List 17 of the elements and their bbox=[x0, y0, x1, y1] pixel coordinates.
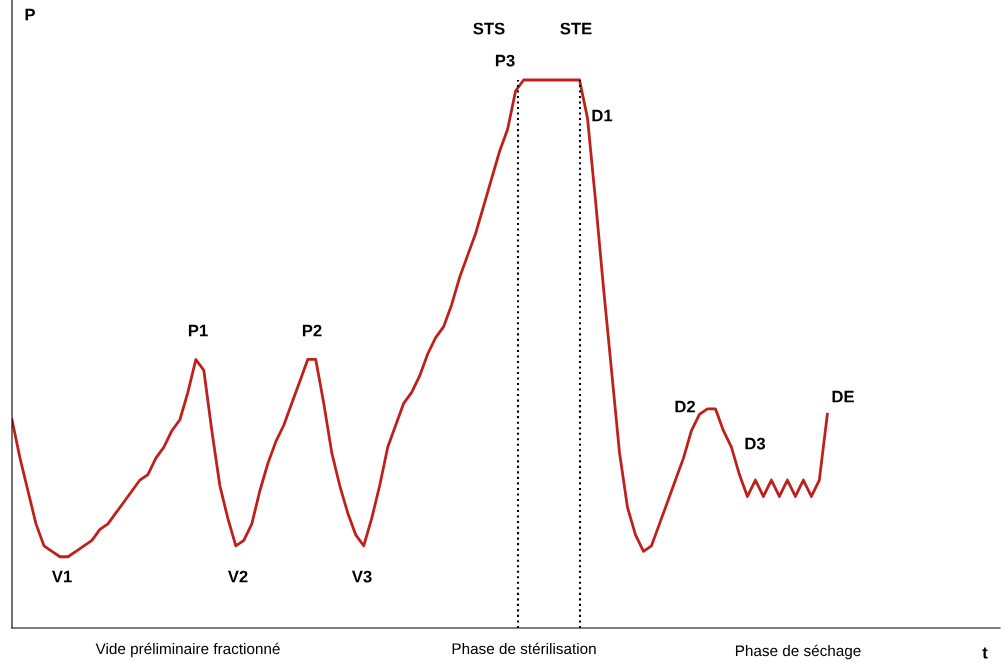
annotation: P2 bbox=[302, 324, 322, 337]
y-axis-title: P bbox=[25, 8, 35, 21]
text: Vide préliminaire fractionné bbox=[95, 642, 280, 658]
text: P3 bbox=[495, 54, 515, 67]
text: t bbox=[982, 647, 988, 659]
annotation: P1 bbox=[188, 324, 208, 337]
annotation: D2 bbox=[675, 400, 695, 413]
text: Phase de stérilisation bbox=[452, 642, 596, 655]
annotation: V1 bbox=[51, 570, 72, 583]
text: Phase de séchage bbox=[735, 644, 861, 660]
annotation: D3 bbox=[745, 437, 766, 450]
annotation: D1 bbox=[592, 109, 613, 122]
annotation: V2 bbox=[227, 570, 248, 583]
text: STS bbox=[473, 22, 505, 35]
annotation: V3 bbox=[351, 570, 372, 583]
text: STE bbox=[560, 22, 592, 35]
text: DE bbox=[832, 390, 854, 403]
